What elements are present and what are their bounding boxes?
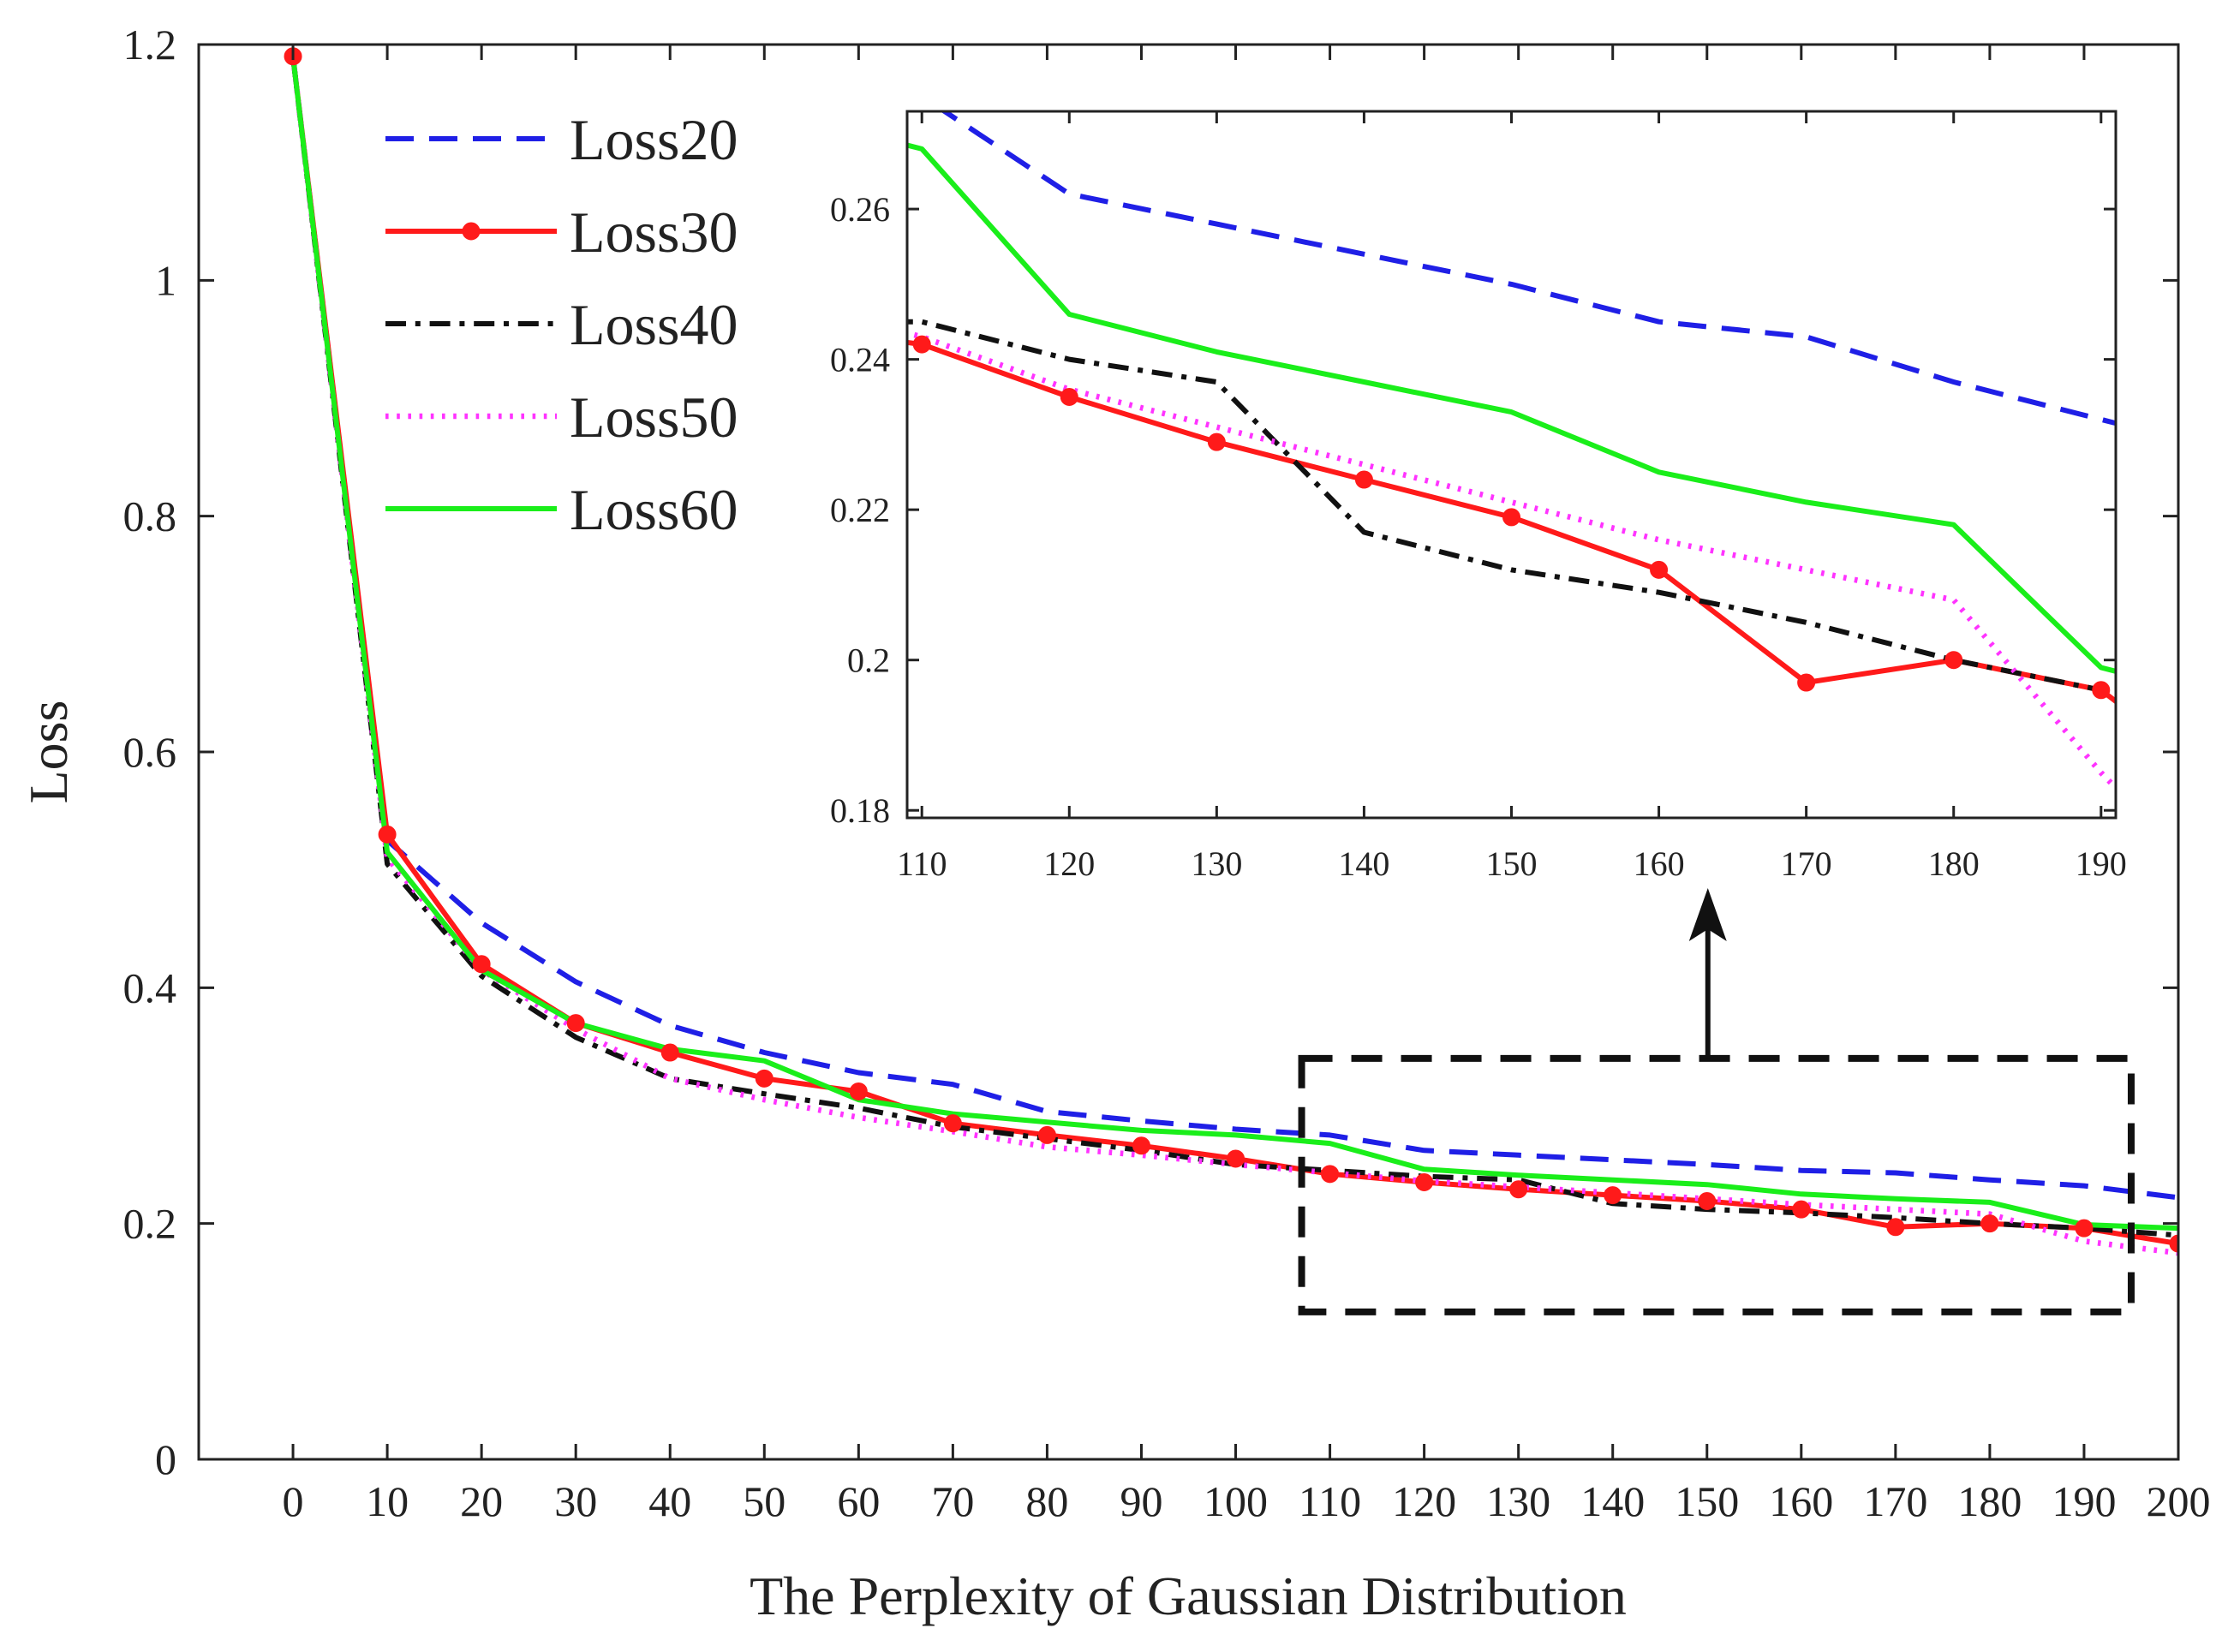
series-loss30-point [1980, 1214, 1999, 1233]
inset-y-tick-label: 0.18 [830, 791, 890, 830]
legend-item-loss40: Loss40 [385, 292, 738, 357]
inset-y-tick-label: 0.24 [830, 341, 890, 379]
series-loss30-point [1604, 1186, 1622, 1205]
x-axis-label: The Perplexity of Gaussian Distribution [750, 1566, 1627, 1626]
inset-y-tick-label: 0.26 [830, 190, 890, 229]
x-tick-label: 40 [648, 1477, 691, 1525]
y-tick-label: 0.4 [123, 963, 177, 1011]
x-tick-label: 170 [1863, 1477, 1927, 1525]
series-loss30-point [2075, 1219, 2094, 1238]
inset-series-loss30-point [1650, 560, 1669, 579]
inset-series-loss20-line [940, 111, 2116, 426]
inset-series-loss30-point [912, 335, 931, 354]
inset-y-tick-label: 0.22 [830, 491, 890, 529]
inset-series-loss60-line [907, 142, 2116, 674]
y-tick-label: 0.6 [123, 728, 177, 776]
legend-label: Loss30 [570, 200, 738, 265]
series-loss30-point [1227, 1149, 1245, 1168]
y-tick-label: 0 [155, 1435, 176, 1483]
y-tick-label: 1 [155, 256, 176, 304]
series-loss30-point [1698, 1192, 1717, 1211]
x-tick-label: 60 [837, 1477, 880, 1525]
y-tick-label: 1.2 [123, 21, 177, 69]
x-tick-label: 110 [1299, 1477, 1361, 1525]
inset-series-loss30-point [1354, 470, 1373, 489]
y-axis-label: Loss [18, 701, 79, 804]
legend-item-loss20: Loss20 [385, 107, 738, 172]
x-tick-label: 140 [1580, 1477, 1645, 1525]
series-loss30-point [1415, 1172, 1434, 1191]
series-loss30-point [1792, 1200, 1811, 1219]
inset-x-tick-label: 180 [1928, 844, 1980, 883]
x-tick-label: 20 [460, 1477, 503, 1525]
series-loss40-line [290, 56, 2178, 1238]
x-tick-label: 130 [1486, 1477, 1550, 1525]
inset-series-loss30-point [1797, 673, 1816, 692]
zoom-arrow-head-icon [1688, 888, 1727, 941]
series-loss30-point [472, 955, 491, 974]
series-loss20-line [290, 56, 2178, 1201]
zoom-region-box [1298, 1054, 2135, 1315]
inset-series-loss30-point [2092, 681, 2111, 700]
legend: Loss20 Loss30 Loss40 Loss50 Loss60 [385, 107, 738, 542]
x-tick-label: 80 [1025, 1477, 1068, 1525]
y-tick-label: 0.2 [123, 1200, 177, 1248]
x-tick-label: 100 [1204, 1477, 1268, 1525]
inset-series-loss30-point [1207, 432, 1226, 451]
series-loss30-point [378, 825, 397, 844]
inset-x-tick-label: 190 [2076, 844, 2127, 883]
series-loss30-point [755, 1069, 774, 1088]
inset-x-tick-label: 120 [1043, 844, 1095, 883]
x-tick-label: 190 [2052, 1477, 2116, 1525]
x-tick-label: 180 [1957, 1477, 2022, 1525]
legend-label: Loss40 [570, 292, 738, 357]
inset-series-loss30-point [1060, 388, 1078, 407]
x-tick-label: 30 [554, 1477, 597, 1525]
inset-x-tick-label: 170 [1781, 844, 1832, 883]
inset-x-tick-label: 130 [1191, 844, 1242, 883]
legend-label: Loss20 [570, 107, 738, 172]
x-tick-label: 150 [1675, 1477, 1739, 1525]
x-tick-label: 90 [1120, 1477, 1162, 1525]
series-loss60-line [290, 56, 2178, 1232]
inset-series-loss30-point [1502, 508, 1520, 527]
x-tick-label: 0 [283, 1477, 304, 1525]
series-loss30-point [566, 1014, 585, 1033]
x-tick-label: 10 [366, 1477, 409, 1525]
x-tick-label: 200 [2147, 1477, 2211, 1525]
x-tick-label: 160 [1769, 1477, 1833, 1525]
series-loss30-point [2169, 1234, 2178, 1253]
legend-label: Loss50 [570, 385, 738, 450]
inset-series-loss40-line [907, 319, 2116, 697]
legend-item-loss50: Loss50 [385, 385, 738, 450]
legend-item-loss60: Loss60 [385, 477, 738, 542]
series-loss30-point [1886, 1218, 1905, 1237]
y-tick-label: 0.8 [123, 492, 177, 540]
series-loss30-point [943, 1114, 962, 1133]
x-tick-label: 50 [743, 1477, 785, 1525]
series-loss30-point [1321, 1165, 1340, 1184]
x-tick-label: 120 [1392, 1477, 1456, 1525]
legend-item-loss30: Loss30 [385, 200, 738, 265]
x-tick-label: 70 [931, 1477, 974, 1525]
inset-background [907, 111, 2116, 818]
inset-x-tick-label: 110 [897, 844, 947, 883]
inset-series-loss30-point [1944, 651, 1963, 670]
inset-x-tick-label: 140 [1338, 844, 1389, 883]
inset-x-tick-label: 160 [1634, 844, 1685, 883]
series-loss30-point [849, 1082, 868, 1100]
series-loss30-point [660, 1043, 679, 1062]
legend-marker [462, 222, 481, 241]
legend-label: Loss60 [570, 477, 738, 542]
series-loss30-point [1037, 1125, 1056, 1144]
inset-y-tick-label: 0.2 [847, 641, 890, 680]
series-loss30-point [1509, 1180, 1528, 1199]
inset-x-tick-label: 150 [1486, 844, 1538, 883]
series-loss30-point [1132, 1136, 1150, 1155]
